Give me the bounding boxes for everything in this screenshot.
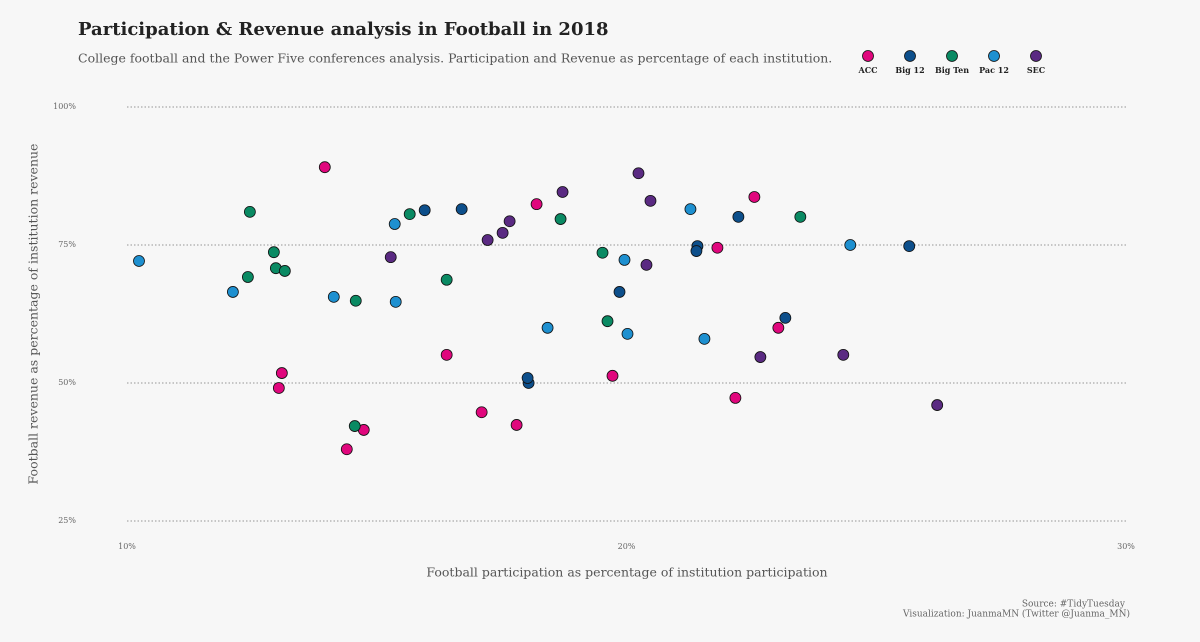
point	[272, 382, 285, 394]
point	[503, 215, 516, 228]
legend-label: ACC	[858, 65, 878, 75]
point	[133, 255, 145, 267]
point	[510, 419, 523, 431]
point	[327, 290, 340, 303]
point	[684, 203, 697, 216]
point	[931, 399, 944, 411]
legend-swatch	[1030, 50, 1042, 62]
point	[481, 234, 494, 246]
point	[348, 420, 361, 432]
point	[554, 213, 567, 225]
point	[644, 194, 657, 207]
point	[732, 210, 745, 223]
point	[496, 226, 509, 239]
point	[621, 327, 634, 340]
legend-swatch	[862, 50, 874, 62]
x-tick-label: 20%	[618, 542, 636, 551]
point	[440, 273, 453, 286]
chart-title: Participation & Revenue analysis in Foot…	[78, 19, 609, 40]
point	[772, 321, 785, 334]
legend-label: Big 12	[895, 65, 924, 75]
point	[618, 254, 631, 266]
point	[243, 205, 256, 218]
point	[455, 203, 468, 216]
y-axis-label: Football revenue as percentage of instit…	[26, 144, 41, 485]
point	[403, 208, 416, 220]
legend-swatch	[904, 50, 916, 62]
point	[275, 367, 288, 379]
point	[340, 443, 353, 456]
point	[613, 286, 626, 298]
x-axis-label: Football participation as percentage of …	[426, 565, 827, 580]
point	[748, 191, 761, 203]
y-tick-label: 50%	[58, 378, 76, 387]
point	[226, 286, 239, 298]
point	[384, 251, 397, 264]
point	[241, 271, 254, 283]
point	[794, 210, 807, 223]
source: Source: #TidyTuesday	[1022, 600, 1126, 610]
legend-label: Pac 12	[979, 65, 1009, 75]
point	[754, 351, 767, 363]
point	[541, 321, 554, 334]
point	[844, 239, 857, 251]
chart-subtitle: College football and the Power Five conf…	[78, 51, 832, 66]
legend-label: Big Ten	[935, 65, 969, 75]
point	[349, 294, 362, 307]
point	[278, 265, 291, 277]
point	[521, 372, 534, 384]
point	[596, 246, 609, 259]
point	[779, 311, 792, 324]
legend-swatch	[988, 50, 1000, 62]
point	[389, 295, 402, 308]
point	[318, 161, 331, 174]
y-tick-label: 75%	[58, 240, 76, 249]
point	[698, 332, 711, 345]
point	[388, 218, 401, 230]
point	[903, 240, 916, 253]
credit: Visualization: JuanmaMN (Twitter @Juanma…	[902, 609, 1130, 620]
point	[440, 348, 453, 361]
point	[475, 406, 488, 419]
point	[530, 198, 543, 211]
point	[556, 186, 569, 198]
point	[632, 167, 645, 180]
point	[837, 348, 850, 361]
point	[601, 315, 614, 328]
x-tick-label: 30%	[1117, 542, 1135, 551]
point	[606, 369, 619, 382]
point	[418, 204, 431, 217]
x-tick-label: 10%	[118, 542, 136, 551]
point	[267, 246, 280, 259]
legend-label: SEC	[1027, 65, 1045, 75]
legend-swatch	[946, 50, 958, 62]
y-tick-label: 100%	[53, 102, 76, 111]
point	[690, 245, 703, 257]
y-tick-label: 25%	[58, 516, 76, 525]
point	[729, 392, 742, 404]
point	[711, 241, 724, 254]
point	[640, 258, 653, 271]
